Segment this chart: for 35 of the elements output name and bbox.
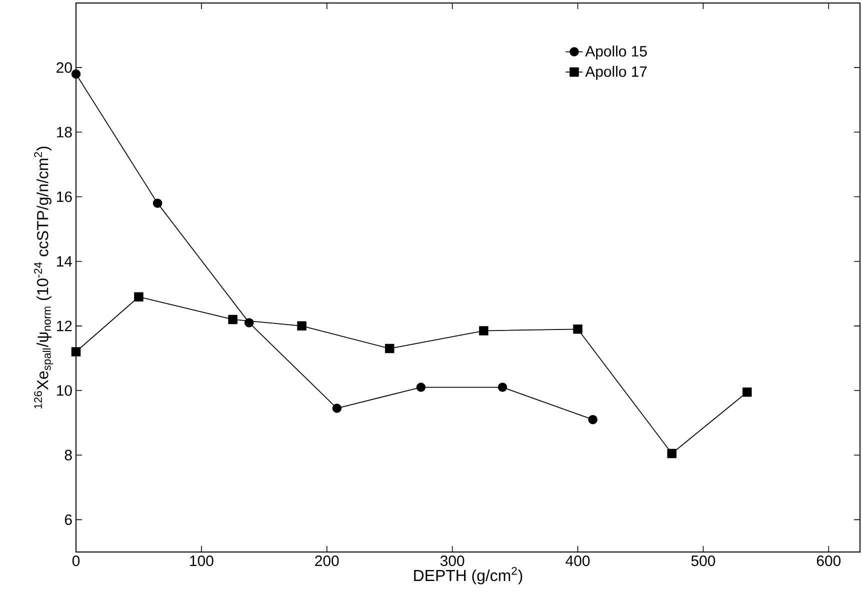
point (332, 404, 342, 413)
point (384, 344, 394, 354)
x-tick-label: 100 (190, 556, 214, 566)
text: $^{126}$Xe$_{spall}$/ψ$_{norm}$ (10$^{-24}$ ccSTP/g/n/cm$^{2}$) (34, 146, 54, 408)
y-tick-label: 20 (56, 62, 72, 73)
x-tick-label: 500 (691, 556, 716, 566)
point (71, 347, 81, 356)
x-tick-label: 200 (315, 556, 339, 566)
legend-label: Apollo 15 (585, 46, 647, 60)
point (244, 318, 254, 328)
y-tick-label: 6 (64, 514, 72, 525)
point (479, 326, 488, 336)
x-tick-label: 0 (72, 556, 80, 566)
y-tick-label: 18 (57, 126, 72, 138)
y-tick-label: 12 (57, 320, 72, 332)
point (134, 292, 144, 302)
legend-label: Apollo 17 (585, 66, 647, 80)
x-tick-label: 300 (440, 556, 464, 566)
point (498, 382, 508, 392)
y-tick-label: 16 (57, 191, 72, 202)
point (416, 382, 426, 392)
point (573, 324, 582, 334)
x-tick-label: 600 (816, 556, 841, 566)
point (742, 387, 752, 397)
y-tick-label: 8 (64, 450, 72, 460)
x-tick-label: 400 (566, 556, 590, 566)
point (228, 314, 238, 324)
point (152, 198, 162, 208)
point (71, 69, 81, 79)
point (588, 414, 598, 424)
point (297, 321, 306, 331)
y-tick-label: 10 (57, 385, 72, 396)
x-axis-title: DEPTH (g/cm$^{2}$) (414, 566, 522, 584)
y-tick-label: 14 (57, 256, 72, 266)
point (667, 448, 676, 458)
